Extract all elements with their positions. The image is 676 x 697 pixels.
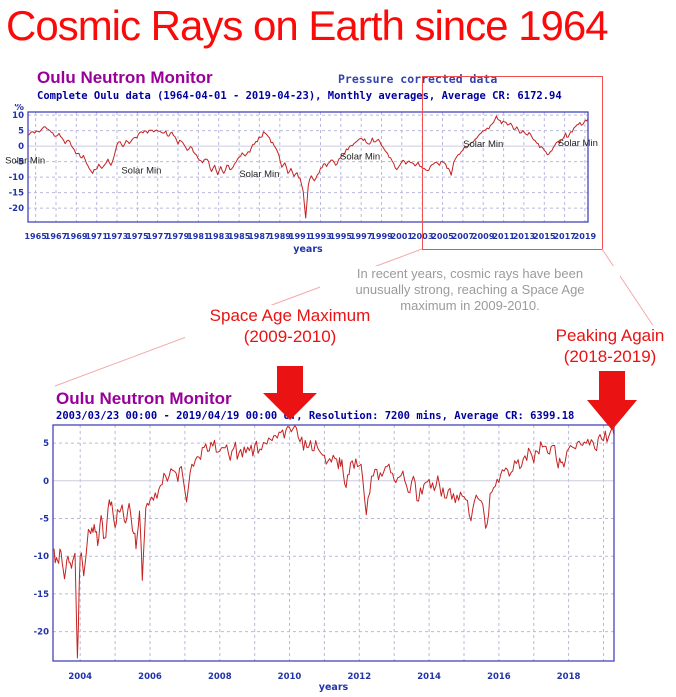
x-axis-tick-label: 1989	[269, 231, 292, 241]
x-axis-tick-label: 2004	[68, 672, 92, 682]
x-axis-tick-label: 2012	[347, 672, 371, 682]
peaking-again-arrow-icon	[587, 371, 637, 430]
y-axis-tick-label: -20	[9, 204, 24, 214]
caption-line: Space Age Maximum	[209, 306, 371, 325]
solar-min-label: Solar Min	[463, 139, 503, 150]
x-axis-tick-label: 2018	[557, 672, 581, 682]
y-axis-tick-label: -5	[40, 515, 50, 525]
y-axis-tick-label: 5	[43, 439, 49, 449]
note-line: In recent years, cosmic rays have been	[356, 266, 584, 281]
x-axis-tick-label: 2013	[513, 231, 536, 241]
y-axis-tick-label: -10	[9, 173, 24, 183]
x-axis-tick-label: 2001	[391, 231, 414, 241]
caption-line: (2009-2010)	[243, 327, 337, 346]
y-axis-tick-label: 10	[12, 111, 24, 121]
solar-min-label: Solar Min	[558, 138, 598, 149]
note-line: maximum in 2009-2010.	[400, 298, 540, 313]
x-axis-tick-label: 1983	[207, 231, 230, 241]
chart1-heading: Oulu Neutron Monitor	[37, 68, 213, 87]
chart2-heading: Oulu Neutron Monitor	[56, 389, 232, 408]
y-axis-tick-label: -15	[34, 590, 49, 600]
solar-min-label: Solar Min	[5, 155, 45, 166]
solar-min-label: Solar Min	[121, 166, 161, 177]
x-axis-tick-label: 2008	[208, 672, 232, 682]
peaking-again-caption: Peaking Again (2018-2019)	[525, 325, 676, 367]
x-axis-tick-label: 1965	[24, 231, 47, 241]
x-axis-tick-label: 1969	[65, 231, 88, 241]
x-axis-tick-label: 2006	[138, 672, 162, 682]
solar-min-label: Solar Min	[239, 169, 279, 180]
x-axis-tick-label: 1991	[289, 231, 312, 241]
x-axis-tick-label: 1971	[85, 231, 108, 241]
x-axis-tick-label: 1973	[106, 231, 129, 241]
y-axis-tick-label: 0	[43, 477, 49, 487]
x-axis-tick-label: 2019	[574, 231, 597, 241]
x-axis-tick-label: 1993	[309, 231, 332, 241]
y-axis-tick-label: -10	[34, 552, 49, 562]
x-axis-tick-label: 2009	[472, 231, 495, 241]
chart1-monthly-1964-2019: 1050-5-10-15-201965196719691971197319751…	[5, 104, 598, 255]
x-axis-tick-label: 2005	[431, 231, 454, 241]
x-axis-label: years	[319, 682, 349, 693]
x-axis-tick-label: 1995	[330, 231, 353, 241]
chart1-subtitle: Complete Oulu data (1964-04-01 - 2019-04…	[37, 90, 562, 102]
y-axis-tick-label: -15	[9, 189, 24, 199]
plot-frame	[52, 424, 615, 662]
y-axis-tick-label: 5	[18, 127, 24, 137]
y-axis-label: %	[39, 424, 49, 426]
x-axis-tick-label: 1987	[248, 231, 271, 241]
x-axis-tick-label: 1985	[228, 231, 251, 241]
chart2-zoomed-2003-2019: 5 0 -5 -10 -15 -20 2004 2006 2008 2010 2012 2014 201…	[34, 424, 615, 693]
x-axis-tick-label: 2007	[452, 231, 475, 241]
y-axis-label: %	[14, 104, 24, 113]
note-line: unusually strong, reaching a Space Age	[355, 282, 585, 297]
x-axis-tick-label: 2010	[278, 672, 302, 682]
zoom-region-box	[422, 76, 603, 250]
y-axis-tick-label: -20	[34, 628, 49, 638]
plot-frame	[27, 111, 589, 223]
x-axis-tick-label: 2014	[417, 672, 441, 682]
x-axis-tick-label: 1999	[370, 231, 393, 241]
page-title: Cosmic Rays on Earth since 1964	[6, 2, 609, 49]
caption-line: Peaking Again	[555, 326, 665, 345]
chart2-subtitle: 2003/03/23 00:00 - 2019/04/19 00:00 UT, …	[56, 410, 575, 422]
caption-line: (2018-2019)	[563, 347, 657, 366]
x-axis-tick-label: 1981	[187, 231, 210, 241]
solar-min-label: Solar Min	[340, 151, 380, 162]
y-axis-tick-label: 0	[18, 142, 24, 152]
cosmic-ray-trace	[53, 425, 615, 659]
x-axis-tick-label: 1975	[126, 231, 149, 241]
x-axis-tick-label: 2015	[533, 231, 556, 241]
x-axis-tick-label: 1967	[45, 231, 68, 241]
pressure-corrected-note: Pressure corrected data	[338, 72, 498, 86]
space-age-maximum-caption: Space Age Maximum (2009-2010)	[185, 305, 395, 347]
x-axis-tick-label: 2016	[487, 672, 511, 682]
x-axis-tick-label: 1979	[167, 231, 190, 241]
x-axis-tick-label: 1977	[146, 231, 169, 241]
cosmic-ray-trace	[28, 115, 589, 219]
x-axis-tick-label: 1997	[350, 231, 373, 241]
x-axis-tick-label: 2017	[553, 231, 576, 241]
y-axis-tick-label: -5	[15, 158, 25, 168]
x-axis-label: years	[293, 244, 323, 255]
x-axis-tick-label: 2011	[492, 231, 515, 241]
